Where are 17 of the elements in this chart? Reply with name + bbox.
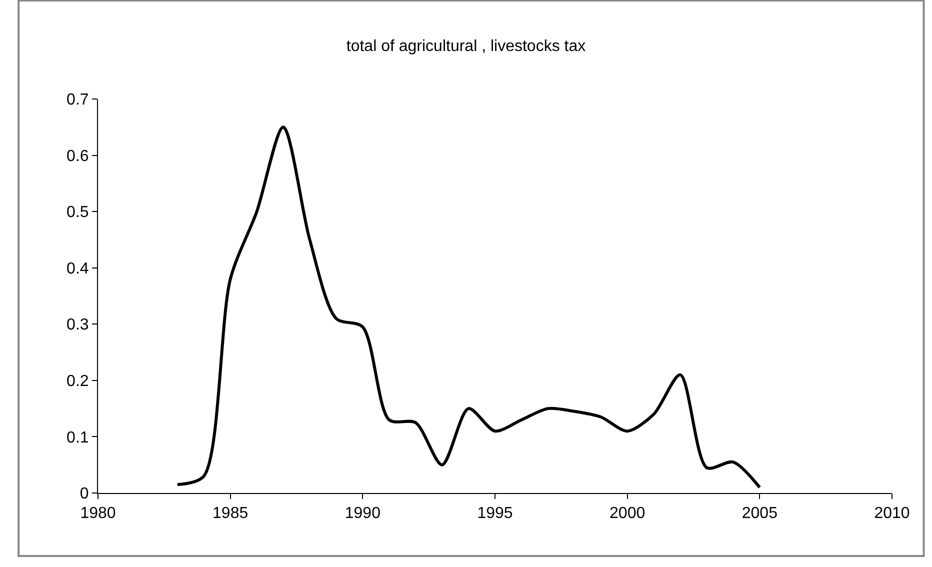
y-tick-label: 0.5: [66, 204, 89, 222]
x-tick-label: 1990: [344, 505, 381, 522]
y-tick-label: 0.4: [66, 260, 89, 278]
x-tick-label: 2010: [874, 505, 910, 522]
y-tick-label: 0: [80, 486, 89, 503]
x-tick-label: 2005: [742, 505, 778, 522]
x-tick-label: 1995: [477, 505, 513, 522]
y-tick-label: 0.3: [66, 316, 89, 334]
y-tick-label: 0.7: [66, 92, 89, 109]
x-tick-label: 1985: [212, 505, 248, 522]
y-tick-label: 0.1: [66, 429, 89, 446]
chart-title: total of agricultural , livestocks tax: [346, 38, 586, 55]
y-tick-label: 0.6: [66, 148, 89, 165]
y-tick-label: 0.2: [66, 373, 89, 390]
x-tick-label: 2000: [610, 505, 646, 522]
line-series: [176, 126, 762, 489]
x-tick-label: 1980: [80, 505, 116, 522]
